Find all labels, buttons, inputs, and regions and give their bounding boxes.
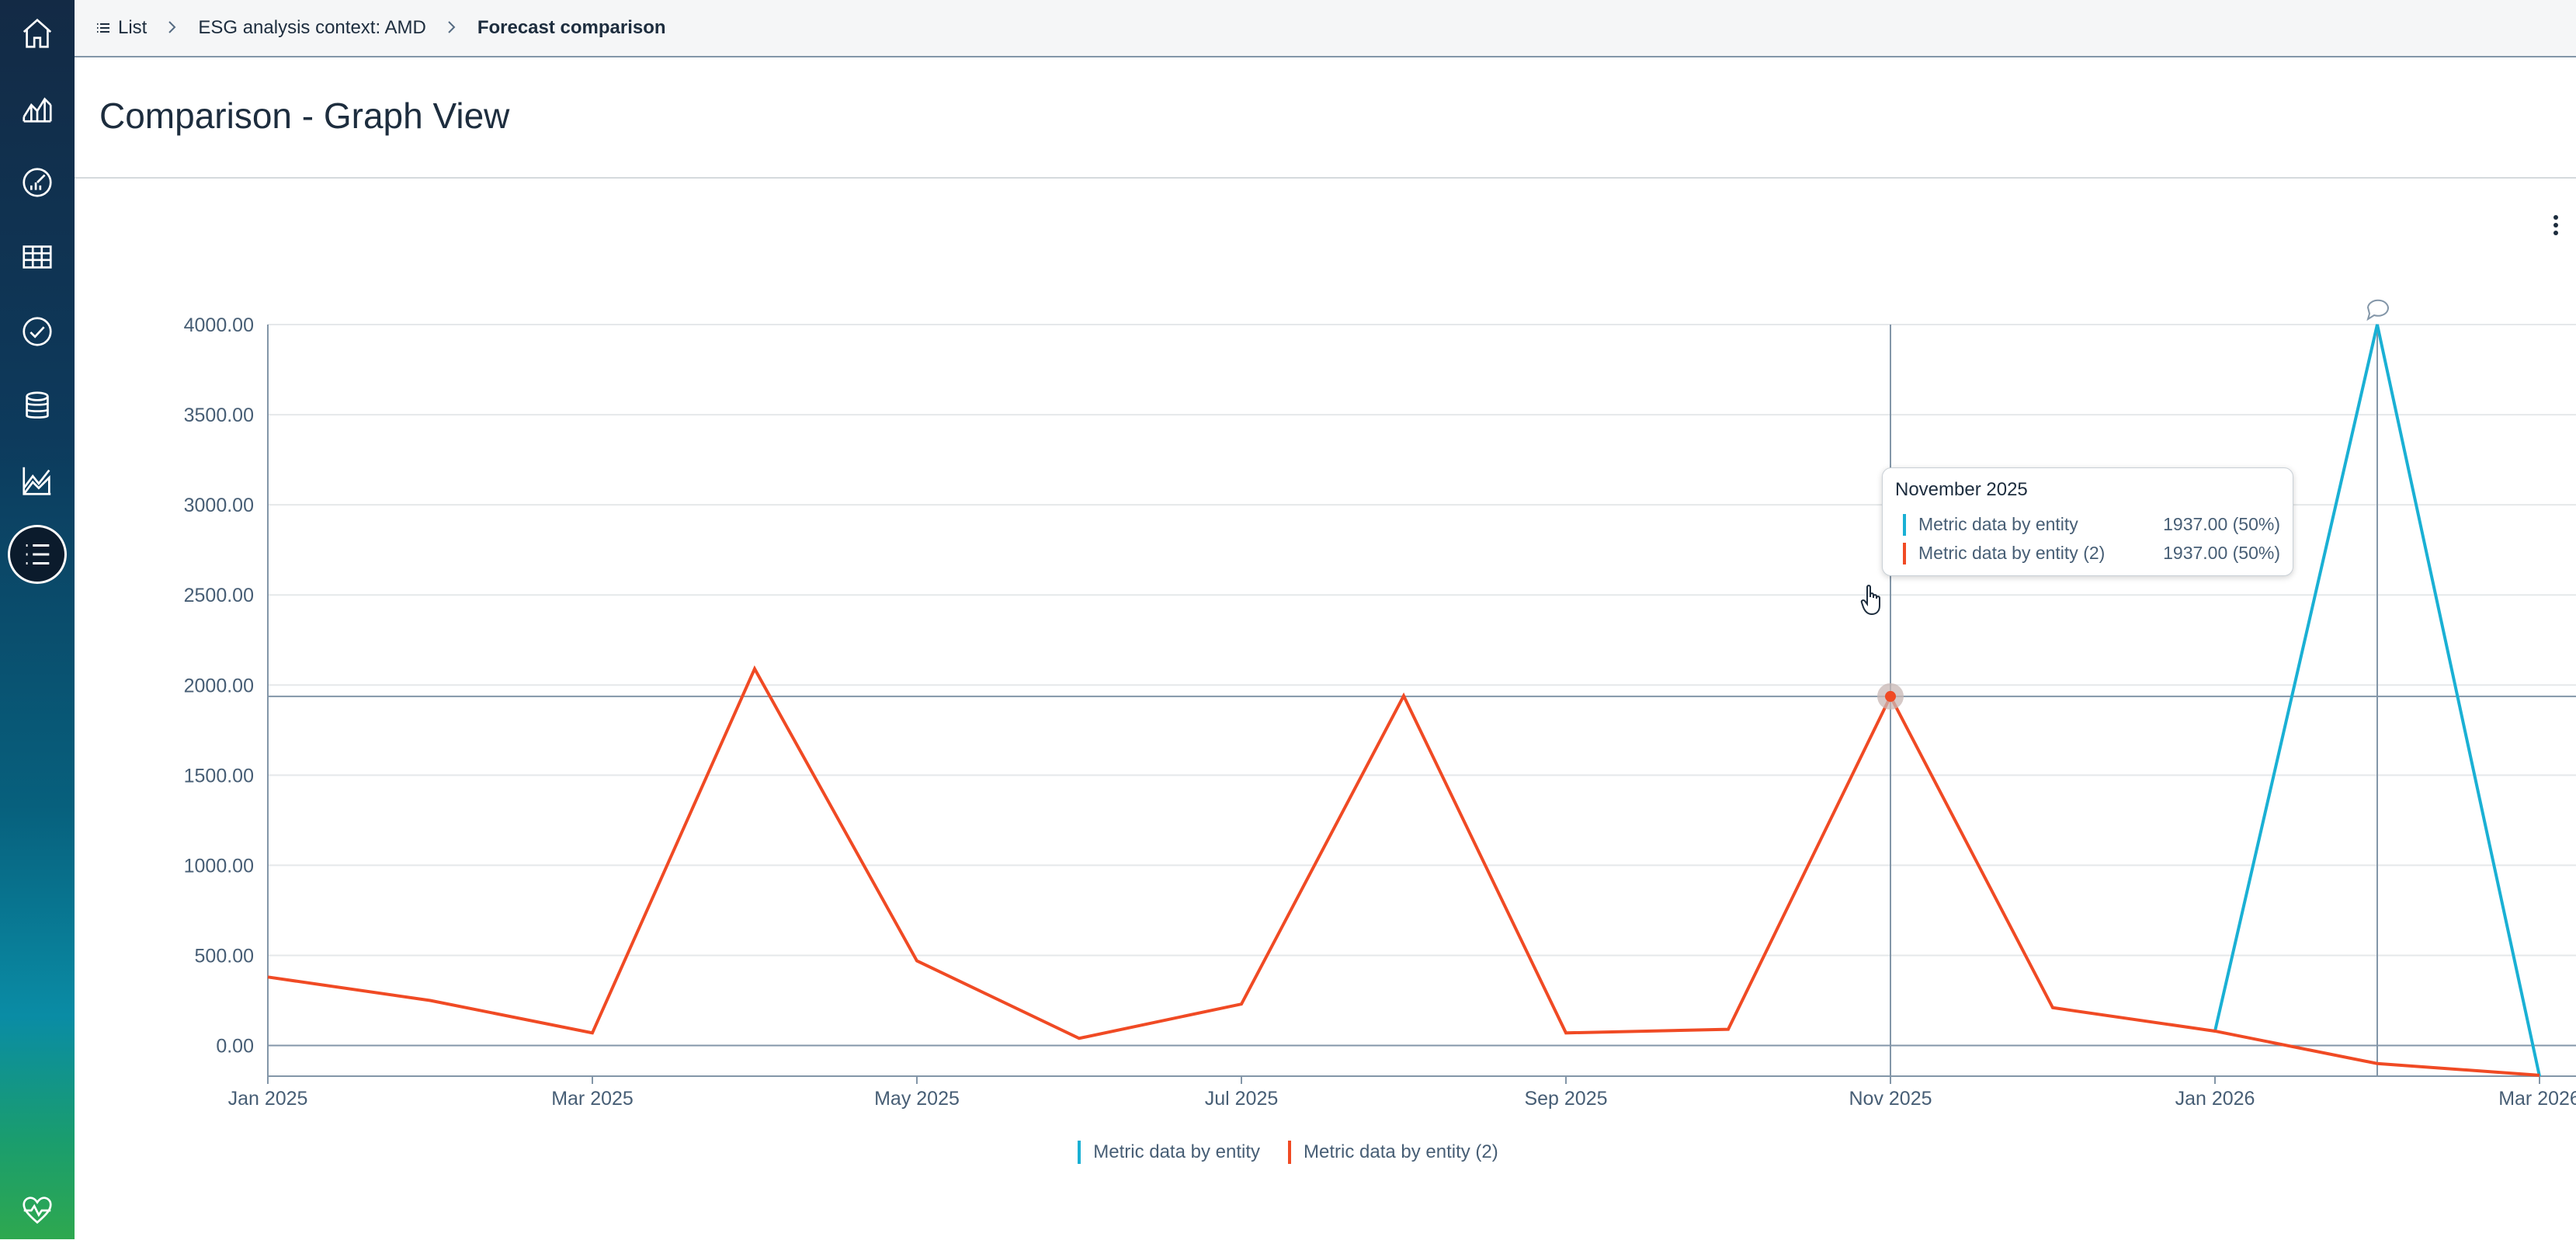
tooltip-swatch <box>1903 513 1906 536</box>
y-tick-label: 0.00 <box>216 1036 254 1058</box>
y-tick-label: 4000.00 <box>184 314 254 336</box>
x-tick-label: May 2025 <box>874 1088 960 1110</box>
y-tick-label: 500.00 <box>195 945 254 967</box>
x-tick-label: Mar 2026 <box>2498 1088 2576 1110</box>
tooltip-row: Metric data by entity (2) 1937.00 (50%) <box>1895 539 2280 568</box>
breadcrumb-esg-context[interactable]: ESG analysis context: AMD <box>198 17 426 38</box>
x-tick-label: Jul 2025 <box>1205 1088 1279 1110</box>
x-tick-label: Sep 2025 <box>1524 1088 1607 1110</box>
check-circle-icon <box>23 317 52 346</box>
nav-trends[interactable] <box>8 451 67 510</box>
chart-tooltip: November 2025 Metric data by entity 1937… <box>1882 467 2293 576</box>
breadcrumb: List ESG analysis context: AMD Forecast … <box>75 0 2576 57</box>
series-line-metric-data <box>2213 324 2541 1077</box>
tooltip-series-name: Metric data by entity (2) <box>1918 543 2106 563</box>
table-icon <box>23 245 52 269</box>
legend-label: Metric data by entity <box>1093 1141 1260 1162</box>
gauge-icon <box>23 168 52 197</box>
tooltip-series-name: Metric data by entity <box>1918 514 2078 534</box>
chevron-right-icon <box>167 16 178 40</box>
highlight-point <box>1885 690 1896 702</box>
tooltip-value: 1937.00 (50%) <box>2163 514 2280 534</box>
nav-home[interactable] <box>8 4 67 63</box>
line-chart-icon <box>23 467 51 495</box>
nav-tasks[interactable] <box>8 302 67 361</box>
tooltip-row: Metric data by entity 1937.00 (50%) <box>1895 510 2280 539</box>
legend-item[interactable]: Metric data by entity (2) <box>1288 1141 1498 1164</box>
y-tick-label: 2500.00 <box>184 585 254 606</box>
y-tick-label: 3500.00 <box>184 405 254 426</box>
y-tick-label: 2000.00 <box>184 675 254 696</box>
x-tick-label: Mar 2025 <box>551 1088 634 1110</box>
chart-legend: Metric data by entity Metric data by ent… <box>0 1137 2576 1168</box>
page-header: Comparison - Graph View <box>75 57 2576 179</box>
x-tick-label: Jan 2026 <box>2175 1088 2255 1110</box>
comment-icon <box>2366 299 2389 321</box>
database-icon <box>26 391 49 419</box>
y-tick-label: 1500.00 <box>184 765 254 787</box>
more-options-button[interactable] <box>2546 210 2565 241</box>
series-line-metric-data-2 <box>267 665 2540 1077</box>
tooltip-swatch <box>1903 542 1906 564</box>
nav-analytics[interactable] <box>8 78 67 137</box>
page-title: Comparison - Graph View <box>99 96 510 136</box>
legend-item[interactable]: Metric data by entity <box>1078 1141 1260 1164</box>
y-tick-label: 1000.00 <box>184 855 254 877</box>
breadcrumb-current: Forecast comparison <box>477 17 666 38</box>
x-tick-label: Nov 2025 <box>1849 1088 1932 1110</box>
chevron-right-icon <box>446 16 457 40</box>
legend-swatch <box>1078 1141 1081 1164</box>
nav-table[interactable] <box>8 228 67 287</box>
x-tick-label: Jan 2025 <box>228 1088 308 1110</box>
breadcrumb-list[interactable]: List <box>118 17 148 38</box>
tooltip-value: 1937.00 (50%) <box>2163 543 2280 563</box>
more-vertical-icon <box>2553 215 2558 235</box>
legend-swatch <box>1288 1141 1291 1164</box>
area-chart-icon <box>23 97 52 123</box>
sidebar <box>0 0 75 1239</box>
y-tick-label: 3000.00 <box>184 495 254 516</box>
nav-performance[interactable] <box>8 153 67 212</box>
nav-list[interactable] <box>8 525 67 584</box>
pointer-hand-icon <box>1860 584 1883 617</box>
heart-pulse-icon <box>23 1197 52 1224</box>
list-icon <box>96 21 110 35</box>
home-icon <box>23 18 52 48</box>
list-icon <box>26 544 50 565</box>
nav-health[interactable] <box>8 1181 67 1240</box>
tooltip-title: November 2025 <box>1895 479 2028 500</box>
legend-label: Metric data by entity (2) <box>1304 1141 1498 1162</box>
nav-data[interactable] <box>8 377 67 436</box>
